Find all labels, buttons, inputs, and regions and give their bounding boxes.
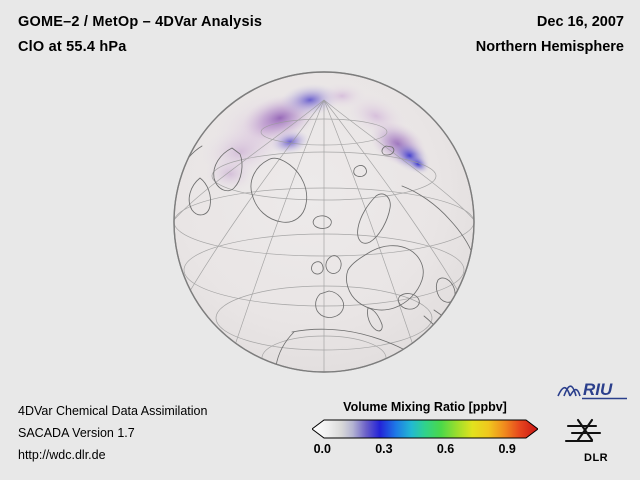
dlr-wordmark: DLR: [584, 452, 609, 464]
footer-line-1: 4DVar Chemical Data Assimilation: [18, 404, 208, 418]
colorbar-title: Volume Mixing Ratio [ppbv]: [343, 400, 507, 414]
colorbar-tick-3: 0.9: [498, 442, 516, 456]
riu-logo: RIU: [556, 376, 628, 402]
region-label: Northern Hemisphere: [475, 39, 624, 55]
date-label: Dec 16, 2007: [536, 14, 624, 30]
page-title: GOME–2 / MetOp – 4DVar Analysis: [18, 14, 263, 30]
colorbar-tick-0: 0.0: [313, 442, 331, 456]
dlr-logo: [562, 412, 624, 464]
graticule: [174, 99, 474, 372]
footer-line-2: SACADA Version 1.7: [18, 426, 135, 440]
colorbar-gradient: [311, 419, 539, 439]
riu-wordmark: RIU: [583, 380, 613, 399]
header-left: GOME–2 / MetOp – 4DVar Analysis ClO at 5…: [18, 14, 262, 55]
header-right: Dec 16, 2007 Northern Hemisphere: [476, 14, 624, 55]
globe-map: [172, 70, 476, 374]
colorbar: Volume Mixing Ratio [ppbv] 0.0 0.3 0.6 0…: [311, 400, 539, 458]
riu-wave-icon: [557, 385, 581, 397]
colorbar-tick-1: 0.3: [375, 442, 393, 456]
page-subtitle: ClO at 55.4 hPa: [18, 39, 127, 55]
colorbar-tick-2: 0.6: [436, 442, 455, 456]
footer-line-3: http://wdc.dlr.de: [18, 448, 106, 462]
colorbar-ticks: 0.0 0.3 0.6 0.9: [312, 442, 538, 458]
dlr-mark-icon: [564, 418, 602, 443]
coastlines: [177, 145, 474, 367]
globe-limb: [173, 71, 475, 373]
footer-credits: 4DVar Chemical Data Assimilation SACADA …: [18, 400, 207, 466]
orthographic-projection: [173, 71, 475, 373]
